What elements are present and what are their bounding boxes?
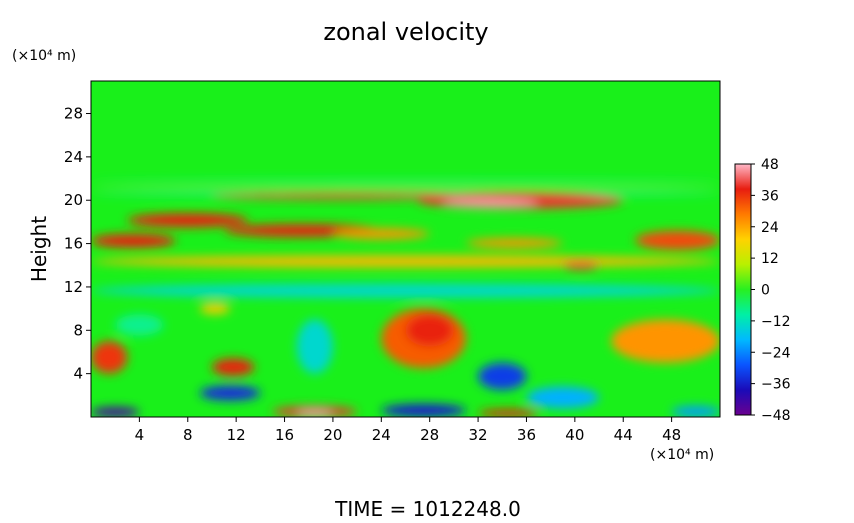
colorbar-tick-label: −48 <box>761 408 791 424</box>
velocity-feature-4 <box>211 193 479 200</box>
colorbar-tick-label: 12 <box>761 251 779 267</box>
time-footer: TIME = 1012248.0 <box>334 497 521 519</box>
colorbar-tick-label: −24 <box>761 345 791 361</box>
velocity-feature-24 <box>91 407 140 417</box>
x-tick-label: 40 <box>565 426 584 444</box>
velocity-feature-15 <box>91 341 128 374</box>
velocity-feature-0 <box>91 185 720 190</box>
velocity-feature-9 <box>91 233 176 248</box>
velocity-feature-30 <box>199 303 231 315</box>
colorbar-gradient <box>734 163 752 416</box>
y-axis-ticks: 4 8 12 16 20 24 28 <box>64 105 91 383</box>
velocity-feature-28 <box>478 409 539 417</box>
velocity-feature-22 <box>478 362 527 390</box>
velocity-feature-21 <box>296 319 333 374</box>
velocity-feature-14 <box>562 262 600 270</box>
x-axis-ticks: 4 8 12 16 20 24 28 32 36 40 44 48 <box>135 417 681 444</box>
x-tick-label: 32 <box>469 426 488 444</box>
y-tick-label: 4 <box>73 365 83 383</box>
x-tick-label: 48 <box>662 426 681 444</box>
x-tick-label: 28 <box>420 426 439 444</box>
x-tick-label: 36 <box>517 426 536 444</box>
colorbar-tick-label: 48 <box>761 157 779 173</box>
y-tick-label: 16 <box>64 235 83 253</box>
velocity-features <box>91 179 720 417</box>
y-tick-label: 24 <box>64 148 83 166</box>
velocity-feature-23 <box>526 386 600 409</box>
velocity-feature-31 <box>115 314 164 336</box>
velocity-feature-19 <box>405 314 454 347</box>
chart-title: zonal velocity <box>323 18 488 46</box>
velocity-feature-27 <box>381 403 466 417</box>
velocity-feature-17 <box>199 385 261 401</box>
velocity-feature-16 <box>211 358 255 376</box>
y-tick-label: 12 <box>64 278 83 296</box>
plot-frame <box>90 80 721 418</box>
x-tick-label: 24 <box>372 426 391 444</box>
x-tick-label: 12 <box>227 426 246 444</box>
x-tick-label: 8 <box>183 426 193 444</box>
velocity-feature-13 <box>635 230 720 251</box>
x-tick-label: 20 <box>323 426 342 444</box>
colorbar-tick-label: 24 <box>761 220 779 236</box>
x-tick-label: 16 <box>275 426 294 444</box>
x-tick-label: 4 <box>135 426 145 444</box>
x-axis-unit: (×10⁴ m) <box>650 447 714 463</box>
velocity-feature-26 <box>296 409 333 417</box>
colorbar-tick-label: −36 <box>761 377 791 393</box>
y-axis-label: Height <box>27 216 51 282</box>
velocity-feature-6 <box>441 198 539 208</box>
y-axis-unit: (×10⁴ m) <box>12 48 76 64</box>
velocity-feature-7 <box>127 213 249 228</box>
colorbar-ticks: 48 36 24 12 0 −12 −24 −36 −48 <box>751 157 791 424</box>
x-tick-label: 44 <box>614 426 633 444</box>
background-field <box>91 81 720 417</box>
velocity-feature-29 <box>671 406 720 417</box>
velocity-feature-10 <box>332 228 430 240</box>
colorbar: 48 36 24 12 0 −12 −24 −36 −48 <box>734 157 791 424</box>
velocity-feature-20 <box>611 319 720 363</box>
colorbar-tick-label: 36 <box>761 188 779 204</box>
velocity-feature-11 <box>91 255 720 268</box>
velocity-feature-2 <box>91 179 720 184</box>
colorbar-tick-label: 0 <box>761 283 770 299</box>
y-tick-label: 8 <box>73 321 83 339</box>
velocity-feature-3 <box>91 283 720 298</box>
velocity-feature-12 <box>465 238 563 248</box>
y-tick-label: 20 <box>64 191 83 209</box>
y-tick-label: 28 <box>64 105 83 123</box>
colorbar-tick-label: −12 <box>761 314 791 330</box>
plot-field <box>91 81 720 417</box>
